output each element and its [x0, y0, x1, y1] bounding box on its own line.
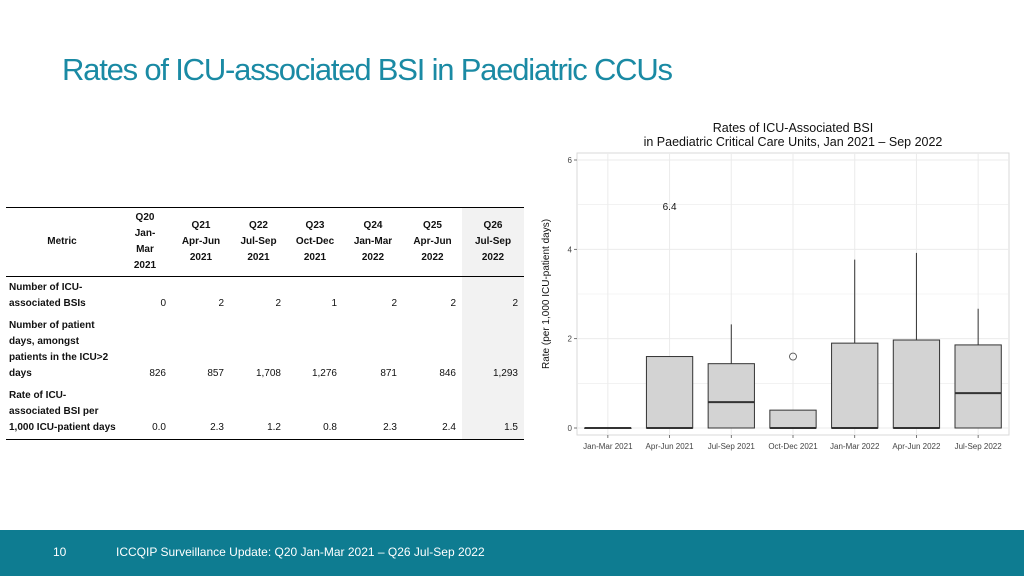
- footer-caption: ICCQIP Surveillance Update: Q20 Jan-Mar …: [116, 545, 485, 559]
- table-row: Number of ICU-associated BSIs 0 2 2 1 2 …: [6, 276, 524, 315]
- table-cell: 1,293: [462, 315, 524, 385]
- chart-subtitle: in Paediatric Critical Care Units, Jan 2…: [644, 135, 943, 149]
- page-number: 10: [53, 545, 67, 559]
- table-cell: 0.8: [323, 422, 337, 433]
- x-tick-label: Jul-Sep 2022: [955, 442, 1003, 451]
- y-tick-label: 6: [568, 156, 573, 165]
- table-cell: 1,276: [311, 368, 337, 379]
- column-header: Q25 Apr-Jun 2022: [413, 220, 452, 263]
- column-header: Q23 Oct-Dec 2021: [295, 220, 335, 263]
- table-cell: 846: [439, 368, 456, 379]
- table-cell: 2: [391, 298, 397, 309]
- column-header: Q26 Jul-Sep 2022: [462, 207, 524, 277]
- row-metric-label: Number of patient days, amongst patients…: [9, 320, 109, 379]
- table-row: Number of patient days, amongst patients…: [6, 315, 524, 385]
- x-tick-label: Oct-Dec 2021: [768, 442, 818, 451]
- x-tick-label: Jan-Mar 2022: [830, 442, 880, 451]
- metrics-table: Metric Q20 Jan- Mar 2021 Q21 Apr-Jun 202…: [6, 207, 524, 440]
- table-cell: 826: [149, 368, 166, 379]
- table-cell: 1,708: [255, 368, 281, 379]
- outlier-point: [789, 352, 797, 361]
- row-metric-label: Number of ICU-associated BSIs: [9, 282, 86, 309]
- table-cell: 871: [380, 368, 397, 379]
- table-cell: 1.2: [267, 422, 281, 433]
- x-tick-label: Jan-Mar 2021: [583, 442, 633, 451]
- table-header-row: Metric Q20 Jan- Mar 2021 Q21 Apr-Jun 202…: [6, 207, 524, 277]
- table-cell: 0: [160, 298, 166, 309]
- footer-bar: 10 ICCQIP Surveillance Update: Q20 Jan-M…: [0, 530, 1024, 576]
- column-header: Q21 Apr-Jun 2021: [181, 220, 221, 263]
- table-cell: 0.0: [152, 422, 166, 433]
- box: [769, 409, 817, 429]
- box: [707, 363, 755, 429]
- x-tick-label: Apr-Jun 2021: [646, 442, 695, 451]
- table-cell: 1: [331, 298, 337, 309]
- x-tick-label: Jul-Sep 2021: [708, 442, 756, 451]
- column-header: Q22 Jul-Sep 2021: [240, 220, 277, 263]
- table-cell: 2.3: [210, 422, 224, 433]
- box: [954, 344, 1002, 429]
- slide-title: Rates of ICU-associated BSI in Paediatri…: [62, 52, 673, 87]
- table-cell: 857: [207, 368, 224, 379]
- chart-title: Rates of ICU-Associated BSI: [713, 121, 873, 135]
- table-cell: 2: [218, 298, 224, 309]
- metric-header: Metric: [47, 236, 77, 247]
- table-cell: 2: [450, 298, 456, 309]
- column-header: Q24 Jan-Mar 2022: [353, 220, 393, 263]
- x-tick-label: Apr-Jun 2022: [892, 442, 941, 451]
- max-value-annotation: 6.4: [663, 202, 677, 213]
- box: [645, 356, 694, 429]
- y-axis-label: Rate (per 1,000 ICU-patient days): [541, 219, 552, 369]
- box: [831, 342, 879, 429]
- y-tick-label: 0: [568, 424, 573, 433]
- y-tick-label: 2: [568, 335, 573, 344]
- table-cell: 2: [275, 298, 281, 309]
- table-cell: 2.3: [383, 422, 397, 433]
- y-tick-label: 4: [568, 245, 573, 254]
- box: [892, 339, 941, 429]
- table-cell: 1.5: [462, 385, 524, 440]
- table-cell: 2: [462, 276, 524, 315]
- table-cell: 2.4: [442, 422, 456, 433]
- column-header: Q20 Jan- Mar 2021: [133, 212, 157, 271]
- table-row: Rate of ICU-associated BSI per 1,000 ICU…: [6, 385, 524, 440]
- row-metric-label: Rate of ICU-associated BSI per 1,000 ICU…: [9, 390, 116, 433]
